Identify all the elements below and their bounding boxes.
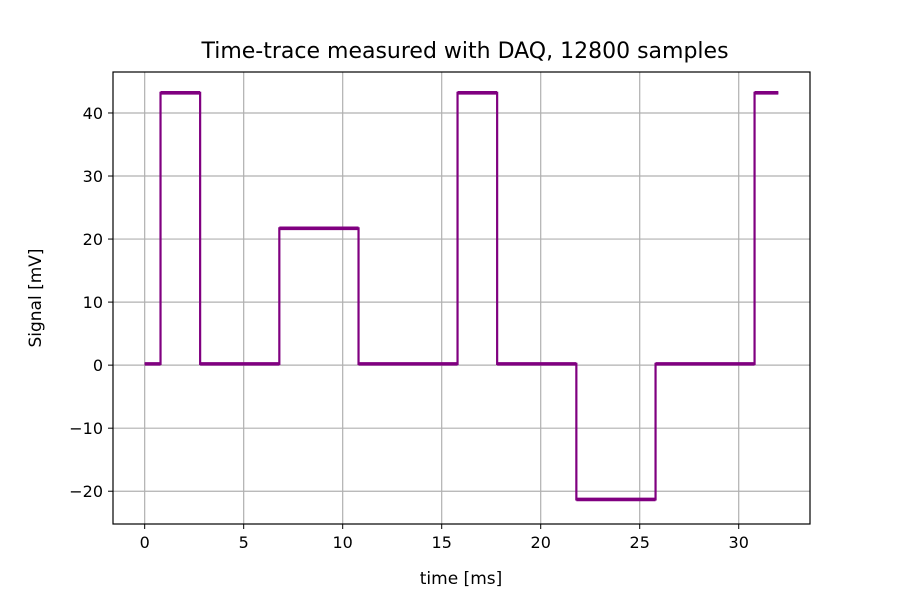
ticks: 0 5 10 15 20 25 30 −20 −10 0 10 20 30 40 xyxy=(69,104,749,552)
series-line-0 xyxy=(144,91,779,501)
plot-frame xyxy=(112,71,811,525)
y-tick-label: −20 xyxy=(69,482,103,501)
x-tick-label: 5 xyxy=(239,533,249,552)
x-tick-label: 15 xyxy=(432,533,452,552)
x-tick-label: 30 xyxy=(729,533,749,552)
x-tick-label: 25 xyxy=(630,533,650,552)
y-tick-label: 40 xyxy=(83,104,103,123)
y-tick-label: −10 xyxy=(69,419,103,438)
chart-title: Time-trace measured with DAQ, 12800 samp… xyxy=(200,39,728,64)
y-tick-label: 0 xyxy=(93,356,103,375)
x-axis-label: time [ms] xyxy=(420,569,503,589)
y-axis-label: Signal [mV] xyxy=(26,248,46,347)
y-tick-label: 10 xyxy=(83,293,103,312)
x-tick-label: 20 xyxy=(531,533,551,552)
series-layer xyxy=(144,91,779,502)
y-tick-label: 30 xyxy=(83,167,103,186)
x-tick-label: 10 xyxy=(333,533,353,552)
y-tick-label: 20 xyxy=(83,230,103,249)
grid xyxy=(113,72,810,524)
x-tick-label: 0 xyxy=(140,533,150,552)
